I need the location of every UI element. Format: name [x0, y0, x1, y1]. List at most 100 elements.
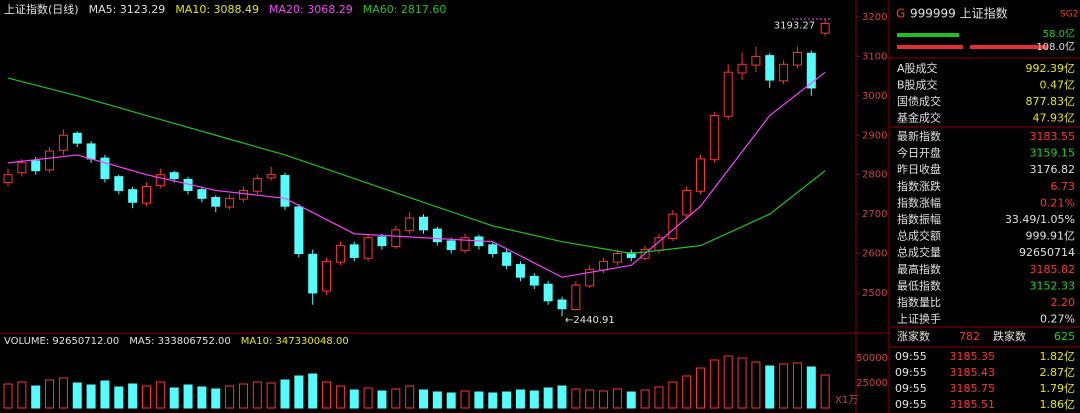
volume-bar	[405, 385, 415, 409]
volume-bar	[585, 389, 595, 409]
candle-body	[571, 284, 581, 310]
row-label: A股成交	[897, 61, 938, 75]
candle-body	[225, 197, 235, 208]
candle-body	[682, 189, 692, 216]
candle-body	[322, 260, 332, 292]
candle-body	[363, 237, 373, 259]
volume-bar	[571, 388, 581, 409]
candle-body	[211, 197, 221, 207]
volume-bar	[446, 392, 456, 409]
row-value: 3159.15	[1030, 147, 1076, 160]
candle-body	[100, 157, 110, 180]
y-tick-label: 2800	[862, 170, 887, 181]
volume-bar	[377, 390, 387, 409]
candle-body	[502, 252, 512, 266]
volume-bar	[363, 387, 373, 409]
y-tick-label: 2700	[862, 209, 887, 220]
row-value: 6.73	[1051, 180, 1076, 193]
volume-bar	[488, 392, 498, 409]
candle-body	[488, 244, 498, 255]
candle-body	[585, 268, 595, 287]
candle-body	[252, 178, 262, 192]
buy-bar	[897, 33, 959, 37]
candle-body	[335, 245, 345, 263]
annotation: 3193.27	[774, 21, 815, 32]
volume-bar	[31, 385, 41, 409]
tick-amount: 1.79亿	[1040, 382, 1076, 395]
volume-bar	[806, 366, 816, 409]
volume-bar	[654, 386, 664, 409]
breadth-label: 跌家数	[993, 329, 1026, 343]
candle-body	[599, 260, 609, 271]
volume-bar	[252, 381, 262, 409]
legend-entry: 上证指数(日线)	[4, 2, 79, 16]
tick-time: 09:55	[895, 382, 927, 395]
row-label: 今日开盘	[897, 146, 941, 160]
sell-bar	[897, 45, 963, 49]
volume-bar	[280, 379, 290, 409]
candle-body	[280, 174, 290, 207]
row-value: 0.21%	[1040, 196, 1075, 209]
row-value: 47.93亿	[1033, 112, 1076, 125]
row-value: 3183.55	[1030, 130, 1076, 143]
volume-bar	[322, 381, 332, 409]
volume-bar	[432, 391, 442, 409]
tick-price: 3185.35	[950, 350, 996, 363]
panel-code: SG2	[1060, 10, 1078, 20]
volume-bar	[225, 385, 235, 409]
volume-bar	[58, 377, 68, 409]
volume-bar	[211, 388, 221, 409]
volume-bar	[183, 384, 193, 409]
volume-bar	[474, 391, 484, 409]
candle-body	[820, 22, 830, 34]
candle-body	[543, 283, 553, 302]
volume-bar	[640, 389, 650, 409]
row-label: 最低指数	[897, 278, 941, 292]
breadth-label: 涨家数	[897, 329, 930, 343]
row-label: 指数量比	[897, 295, 941, 309]
row-value: 2.20	[1051, 296, 1076, 309]
row-value: 3176.82	[1030, 163, 1076, 176]
candle-body	[405, 217, 415, 232]
candle-body	[128, 189, 138, 203]
volume-bar	[709, 359, 719, 409]
volume-bar	[128, 383, 138, 409]
volume-bar	[460, 390, 470, 409]
row-value: 92650714	[1019, 246, 1075, 259]
candle-body	[668, 213, 678, 240]
y-tick-label: 2600	[862, 249, 887, 260]
tick-time: 09:55	[895, 366, 927, 379]
candle-body	[529, 275, 539, 286]
volume-legend: MA10: 347330048.00	[241, 336, 349, 347]
candle-body	[3, 174, 13, 184]
candle-body	[460, 237, 470, 251]
legend-entry: MA60: 2817.60	[363, 3, 447, 16]
candle-body	[515, 264, 525, 278]
volume-bar	[682, 375, 692, 409]
volume-bar	[543, 387, 553, 409]
candle-body	[806, 52, 816, 89]
candle-body	[155, 174, 165, 187]
row-value: 0.27%	[1040, 313, 1075, 326]
candle-body	[626, 252, 636, 258]
candle-body	[45, 150, 55, 171]
volume-bar	[723, 355, 733, 409]
volume-bar	[169, 387, 179, 409]
row-value: 3185.82	[1030, 263, 1076, 276]
volume-bar	[668, 381, 678, 409]
buy-value: 58.0亿	[1043, 27, 1075, 40]
ma-line	[7, 77, 826, 255]
volume-bar	[820, 374, 830, 409]
row-value: 3152.33	[1030, 279, 1076, 292]
y-tick-label: 2900	[862, 130, 887, 141]
volume-bar	[751, 361, 761, 409]
y-tick-label: 50000	[856, 353, 888, 364]
legend-entry: MA10: 3088.49	[175, 3, 259, 16]
tick-time: 09:55	[895, 398, 927, 411]
candle-body	[446, 240, 456, 251]
candle-body	[266, 174, 276, 179]
volume-bar	[529, 390, 539, 409]
sell-value: 108.0亿	[1036, 40, 1075, 53]
